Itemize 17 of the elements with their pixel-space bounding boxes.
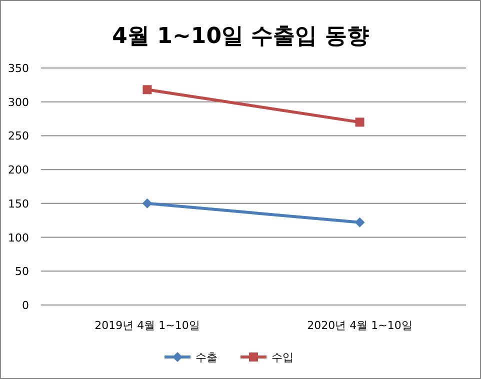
legend-label: 수입	[272, 351, 294, 364]
y-tick-label: 250	[8, 130, 29, 143]
x-tick-label: 2019년 4월 1~10일	[94, 319, 200, 332]
y-tick-label: 100	[8, 231, 29, 244]
point	[354, 217, 365, 228]
x-tick-label: 2020년 4월 1~10일	[307, 319, 412, 332]
y-tick-label: 150	[8, 197, 29, 210]
y-tick-label: 0	[22, 299, 29, 312]
point	[142, 85, 152, 94]
y-tick-label: 200	[8, 164, 29, 177]
legend-label: 수출	[196, 351, 218, 364]
y-tick-label: 350	[8, 62, 29, 75]
y-tick-label: 50	[15, 265, 29, 278]
y-tick-label: 300	[8, 96, 29, 109]
chart-title: 4월 1~10일 수출입 동향	[112, 24, 369, 49]
point	[355, 118, 364, 127]
point	[142, 198, 152, 208]
